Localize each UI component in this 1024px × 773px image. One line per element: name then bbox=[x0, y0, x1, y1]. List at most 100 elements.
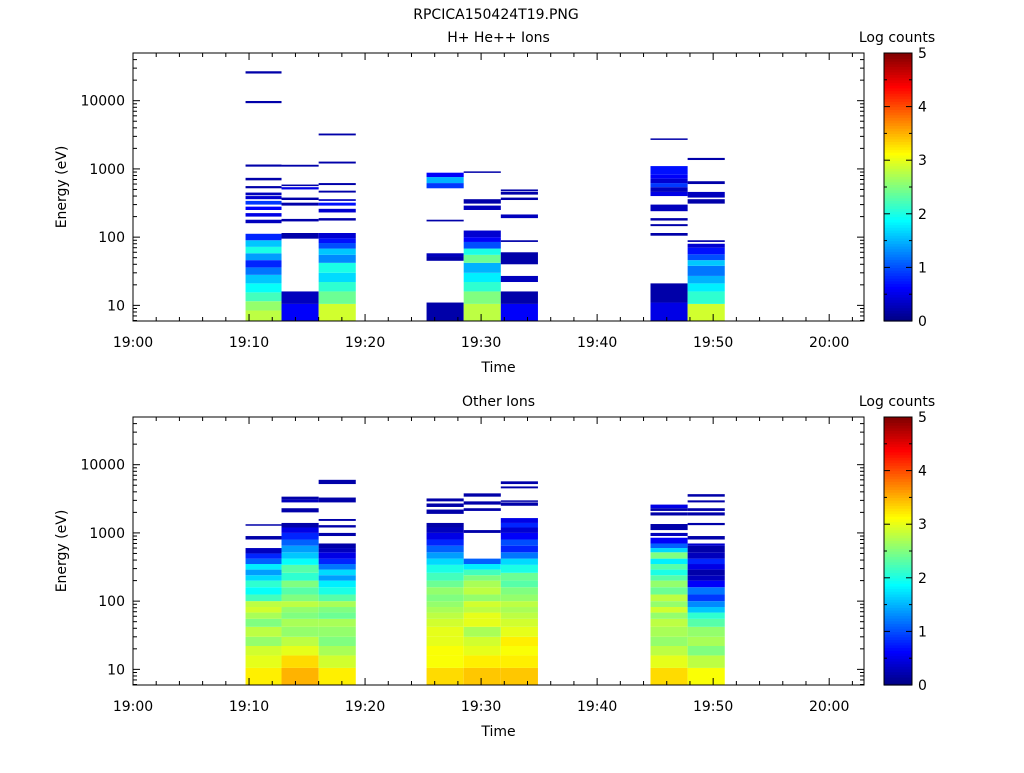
colorbar-strip bbox=[884, 443, 912, 448]
heatmap-cell bbox=[281, 499, 319, 503]
colorbar-strip bbox=[884, 237, 912, 242]
colorbar-strip bbox=[884, 173, 912, 177]
heatmap-cell bbox=[281, 218, 319, 222]
heatmap-cell bbox=[463, 580, 501, 588]
colorbar-strip bbox=[884, 518, 912, 523]
heatmap-cell bbox=[281, 532, 319, 540]
heatmap-cell bbox=[426, 527, 464, 533]
heatmap-cells bbox=[245, 71, 725, 321]
heatmap-cell bbox=[281, 164, 319, 167]
colorbar-strip bbox=[884, 435, 912, 440]
heatmap-cell bbox=[245, 206, 282, 210]
colorbar-strip bbox=[884, 197, 912, 201]
colorbar-strip bbox=[884, 537, 912, 541]
panel-1: H+ He++ Ions 19:00 19:10 19:20 19:30 19:40 19:… bbox=[54, 30, 935, 376]
heatmap-cell bbox=[426, 626, 464, 637]
colorbar-strip bbox=[884, 254, 912, 258]
colorbar-strip bbox=[884, 556, 912, 560]
colorbar-strip bbox=[884, 612, 912, 616]
heatmap-cell bbox=[281, 601, 319, 608]
y-tick-label: 1000 bbox=[89, 526, 125, 542]
heatmap-cell bbox=[463, 594, 501, 602]
heatmap-cell bbox=[281, 552, 319, 559]
colorbar-strip bbox=[884, 433, 912, 437]
colorbar-strip bbox=[884, 229, 912, 234]
colorbar-strip bbox=[884, 467, 912, 472]
colorbar-strip bbox=[884, 588, 912, 592]
colorbar-strip bbox=[884, 101, 912, 105]
colorbar-strip bbox=[884, 219, 912, 223]
colorbar-strip bbox=[884, 294, 912, 298]
heatmap-cell bbox=[650, 166, 688, 175]
heatmap-cell bbox=[245, 233, 282, 241]
colorbar-strip bbox=[884, 620, 912, 624]
colorbar-strip bbox=[884, 315, 912, 319]
heatmap-cell bbox=[500, 214, 538, 219]
heatmap-cell bbox=[426, 498, 464, 502]
heatmap-cell bbox=[687, 612, 725, 619]
x-axis-label: Time bbox=[480, 724, 515, 740]
colorbar-strip bbox=[884, 299, 912, 303]
heatmap-cell bbox=[650, 191, 688, 197]
colorbar-strip bbox=[884, 278, 912, 282]
colorbar-strip bbox=[884, 676, 912, 681]
heatmap-cell bbox=[426, 219, 464, 222]
heatmap-cell bbox=[245, 636, 282, 646]
heatmap-cell bbox=[650, 543, 688, 549]
heatmap-cell bbox=[650, 618, 688, 627]
heatmap-cell bbox=[463, 530, 501, 533]
colorbar-strip bbox=[884, 545, 912, 549]
heatmap-cell bbox=[500, 667, 538, 685]
colorbar-strip bbox=[884, 111, 912, 116]
heatmap-cell bbox=[318, 667, 356, 685]
heatmap-cell bbox=[500, 580, 538, 588]
colorbar-strip bbox=[884, 497, 912, 501]
colorbar-strip bbox=[884, 211, 912, 215]
heatmap-cell bbox=[500, 518, 538, 523]
heatmap-cell bbox=[500, 655, 538, 668]
colorbar-strip bbox=[884, 666, 912, 670]
heatmap-cell bbox=[245, 192, 282, 196]
heatmap-cell bbox=[687, 543, 725, 546]
colorbar-strip bbox=[884, 154, 912, 159]
colorbar-strip bbox=[884, 475, 912, 480]
heatmap-cell bbox=[426, 545, 464, 553]
colorbar-strip bbox=[884, 275, 912, 279]
heatmap-cell bbox=[687, 500, 725, 503]
heatmap-cell bbox=[318, 655, 356, 668]
x-tick-label: 19:00 bbox=[113, 699, 153, 715]
heatmap-cell bbox=[500, 618, 538, 627]
colorbar-strip bbox=[884, 248, 912, 252]
heatmap-cell bbox=[650, 587, 688, 595]
heatmap-cell bbox=[463, 291, 501, 304]
colorbar-strip bbox=[884, 639, 912, 643]
heatmap-cell bbox=[318, 238, 356, 244]
heatmap-cell bbox=[318, 254, 356, 263]
colorbar-strip bbox=[884, 280, 912, 285]
colorbar-strip bbox=[884, 534, 912, 539]
colorbar-strip bbox=[884, 288, 912, 293]
colorbar-strip bbox=[884, 449, 912, 453]
heatmap-cell bbox=[318, 580, 356, 588]
heatmap-cell bbox=[463, 282, 501, 292]
heatmap-cell bbox=[650, 138, 688, 140]
colorbar-strip bbox=[884, 176, 912, 180]
heatmap-cell bbox=[687, 569, 725, 576]
heatmap-cell bbox=[500, 486, 538, 489]
colorbar-strip bbox=[884, 567, 912, 571]
colorbar-strip bbox=[884, 82, 912, 86]
heatmap-cell bbox=[463, 569, 501, 576]
colorbar-strip bbox=[884, 470, 912, 474]
heatmap-cell bbox=[650, 564, 688, 570]
colorbar-tick-label: 0 bbox=[918, 314, 927, 330]
heatmap-cell bbox=[245, 196, 282, 200]
heatmap-cell bbox=[687, 536, 725, 540]
colorbar-strip bbox=[884, 459, 912, 464]
heatmap-cell bbox=[318, 575, 356, 581]
colorbar-strip bbox=[884, 679, 912, 683]
x-tick-label: 19:30 bbox=[461, 335, 501, 351]
colorbar-strip bbox=[884, 232, 912, 236]
heatmap-cell bbox=[245, 200, 282, 205]
colorbar-tick-label: 5 bbox=[918, 46, 927, 62]
